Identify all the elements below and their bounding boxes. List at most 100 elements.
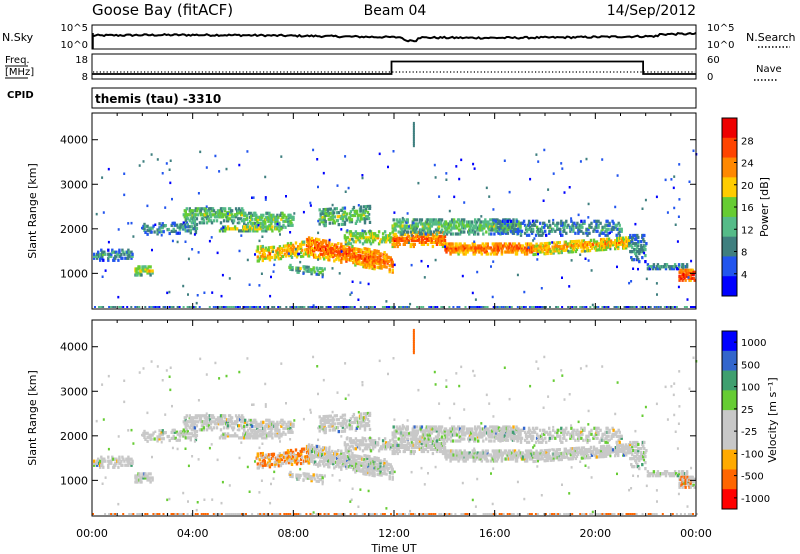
velocity-cell [306, 455, 310, 459]
power-cell [468, 244, 471, 248]
power-cell [548, 247, 551, 251]
power-cell [327, 213, 330, 217]
power-ground-row [222, 306, 225, 308]
velocity-cell [119, 461, 122, 465]
power-cell [262, 213, 265, 217]
power-cell [527, 233, 531, 237]
power-cell [216, 211, 220, 215]
power-cell [342, 212, 346, 216]
power-cell [528, 250, 532, 254]
power-cell [502, 229, 506, 233]
power-cell [493, 246, 497, 250]
velocity-cell [313, 477, 316, 481]
power-cell [594, 244, 598, 248]
power-cell [332, 255, 335, 259]
velocity-cell [248, 418, 251, 422]
velocity-cell [238, 428, 241, 432]
power-cell [274, 225, 277, 229]
velocity-cell [391, 471, 394, 475]
power-ground-row [359, 306, 362, 308]
velocity-cell [222, 426, 226, 430]
power-cell [276, 251, 280, 255]
power-cell [279, 257, 283, 261]
power-cell [238, 229, 241, 233]
velocity-cell [332, 458, 335, 462]
power-cell [453, 250, 456, 254]
power-cell [546, 249, 549, 254]
velocity-cell [314, 460, 317, 464]
power-ground-row [516, 306, 519, 308]
power-cell-sparse [150, 153, 153, 156]
velocity-cell [352, 412, 356, 417]
power-cell [609, 239, 613, 243]
power-cell [153, 230, 156, 234]
power-cell [540, 227, 543, 231]
power-cell [341, 222, 345, 226]
power-cell [238, 209, 241, 213]
power-cell [459, 244, 462, 248]
power-cell [115, 250, 118, 254]
velocity-cell [142, 476, 145, 480]
power-ground-row [647, 306, 650, 308]
power-cell [515, 219, 519, 223]
power-cell [416, 224, 419, 228]
velocity-cell [258, 464, 261, 468]
power-cell [363, 217, 367, 221]
power-cell-sparse [670, 178, 673, 181]
velocity-cell [189, 420, 192, 424]
power-cell [420, 234, 424, 238]
power-cell [173, 223, 176, 227]
power-cell-sparse [579, 160, 582, 163]
power-cell [431, 232, 435, 236]
power-cell [205, 211, 209, 215]
power-cell [554, 245, 557, 249]
power-cell [470, 246, 473, 250]
power-cell [339, 246, 342, 250]
power-cell [400, 226, 403, 230]
power-cell [184, 219, 187, 223]
power-cell [640, 240, 643, 244]
velocity-cell [101, 463, 104, 467]
power-cell [419, 230, 423, 234]
velocity-cell [261, 465, 264, 470]
power-cell [236, 227, 239, 231]
power-cell [318, 242, 321, 246]
power-cell-sparse [634, 222, 637, 226]
power-cell [265, 225, 268, 229]
velocity-cell [286, 457, 290, 461]
power-cell-sparse [666, 211, 669, 214]
power-cell [435, 222, 439, 226]
velocity-cell [128, 457, 131, 461]
power-cell [195, 209, 199, 213]
velocity-cell [107, 455, 110, 459]
velocity-cell [316, 446, 319, 451]
power-cell-sparse [393, 211, 396, 214]
velocity-cell [278, 460, 282, 464]
velocity-cell [286, 453, 290, 457]
power-cell [320, 267, 323, 271]
power-cell [565, 246, 568, 250]
power-cell [484, 218, 487, 222]
power-cell [321, 246, 324, 251]
power-cell [355, 209, 359, 213]
power-cell [548, 219, 551, 223]
power-cell [475, 222, 478, 226]
velocity-cell [223, 436, 227, 440]
velocity-cell [225, 422, 229, 426]
power-cell [351, 214, 355, 218]
power-cell [267, 250, 271, 254]
power-ground-row [249, 306, 251, 308]
power-cell [323, 218, 326, 222]
power-cell [437, 240, 441, 244]
power-cell [228, 207, 232, 211]
velocity-cell [128, 461, 131, 465]
power-ground-row [285, 306, 288, 308]
velocity-cell [256, 462, 259, 466]
power-cell [221, 229, 225, 233]
power-cell [516, 231, 520, 235]
power-cell [466, 220, 469, 224]
power-cell-sparse [216, 251, 219, 255]
power-cell [411, 226, 414, 230]
power-ground-row [265, 306, 268, 308]
power-cell [193, 215, 197, 219]
